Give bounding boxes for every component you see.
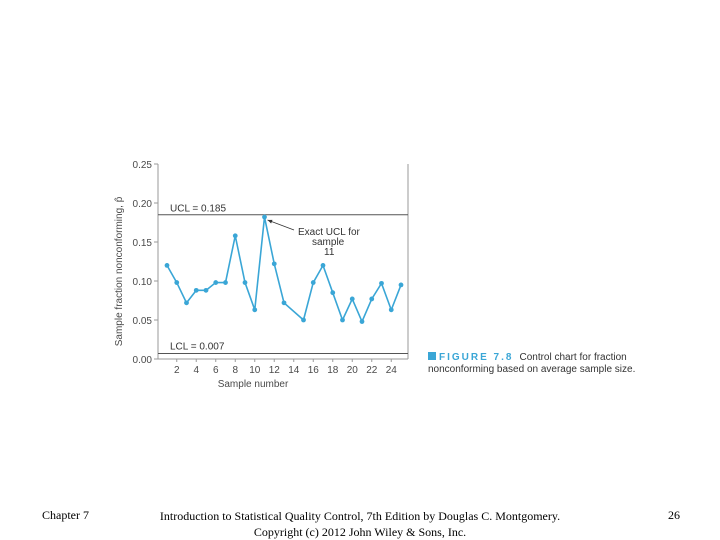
data-point: [271, 261, 277, 267]
footer-copyright: Copyright (c) 2012 John Wiley & Sons, In…: [253, 525, 467, 539]
data-point: [388, 307, 394, 313]
y-tick-label: 0.05: [133, 316, 153, 327]
data-point: [232, 233, 238, 239]
data-point: [301, 317, 306, 323]
annotation-text-line: Exact UCL for: [298, 227, 361, 238]
data-point: [252, 307, 258, 313]
x-tick-label: 18: [327, 365, 339, 376]
annotation-text-line: sample: [312, 237, 345, 248]
x-tick-label: 4: [193, 365, 199, 376]
data-point: [213, 280, 219, 285]
data-point: [262, 214, 267, 220]
y-axis-label: Sample fraction nonconforming, p̂: [113, 196, 125, 346]
footer-page-number: 26: [668, 508, 680, 522]
x-axis-label: Sample number: [218, 379, 289, 390]
x-tick-label: 2: [174, 365, 180, 376]
data-point: [242, 280, 248, 285]
x-tick-label: 16: [308, 365, 320, 376]
footer-book-title: Introduction to Statistical Quality Cont…: [159, 509, 561, 523]
x-tick-label: 8: [232, 365, 238, 376]
data-point: [379, 280, 384, 286]
data-point: [164, 263, 170, 268]
data-point: [369, 296, 375, 302]
data-point: [203, 287, 209, 293]
annotation-arrow: [267, 219, 295, 231]
data-point: [223, 280, 228, 285]
x-tick-label: 14: [288, 365, 300, 376]
lcl-label: LCL = 0.007: [170, 342, 225, 353]
y-tick-label: 0.20: [133, 199, 153, 210]
data-point: [340, 317, 345, 323]
figure-label: FIGURE 7.8: [439, 352, 514, 363]
x-tick-label: 20: [347, 365, 359, 376]
y-tick-label: 0.10: [133, 277, 153, 288]
data-point: [398, 282, 404, 288]
x-tick-label: 22: [366, 365, 378, 376]
data-point: [174, 280, 180, 285]
data-point: [359, 319, 365, 324]
y-tick-label: 0.25: [133, 160, 153, 171]
data-point: [184, 300, 189, 306]
footer-book-info: Introduction to Statistical Quality Cont…: [150, 508, 570, 540]
data-point: [349, 296, 355, 302]
data-point: [330, 290, 336, 296]
data-point: [193, 287, 199, 293]
x-tick-label: 24: [386, 365, 398, 376]
y-tick-label: 0.00: [133, 355, 153, 366]
data-point: [310, 280, 316, 285]
figure-caption-text: Control chart for fraction nonconforming…: [428, 352, 636, 375]
ucl-label: UCL = 0.185: [170, 204, 226, 215]
annotation-text-line: 11: [324, 247, 335, 258]
figure-marker-icon: [428, 352, 436, 360]
x-tick-label: 12: [269, 365, 281, 376]
annotation-arrowhead: [267, 219, 273, 224]
series-line: [166, 216, 402, 324]
data-point: [320, 263, 326, 268]
footer-chapter: Chapter 7: [42, 508, 89, 522]
data-point: [281, 300, 287, 306]
x-tick-label: 6: [213, 365, 219, 376]
y-tick-label: 0.15: [133, 238, 153, 249]
x-tick-label: 10: [249, 365, 261, 376]
figure-caption: FIGURE 7.8 Control chart for fraction non…: [428, 352, 658, 376]
